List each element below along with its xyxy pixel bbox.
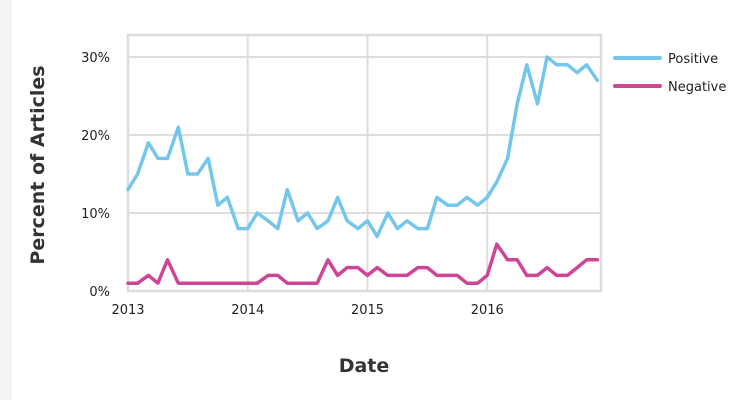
chart-background (12, 0, 747, 400)
x-tick-label: 2014 (231, 303, 264, 318)
x-tick-labels: 2013 2014 2015 2016 (111, 303, 503, 318)
series-layer (126, 55, 600, 285)
series-line-negative (126, 242, 600, 285)
x-tick-label: 2015 (351, 303, 384, 318)
plot-frame (126, 33, 603, 293)
legend-label-negative: Negative (668, 80, 726, 95)
legend-label-positive: Positive (668, 52, 718, 67)
legend: Positive Negative (613, 52, 726, 95)
y-tick-label: 20% (81, 129, 110, 144)
x-tick-label: 2013 (111, 303, 144, 318)
x-axis-title: Date (339, 355, 390, 377)
y-tick-label: 10% (81, 207, 110, 222)
y-tick-label: 30% (81, 51, 110, 66)
series-line-positive (126, 55, 600, 239)
y-axis-title: Percent of Articles (27, 65, 49, 264)
y-tick-labels: 0% 10% 20% 30% (81, 51, 110, 300)
y-tick-label: 0% (89, 285, 110, 300)
x-tick-label: 2016 (471, 303, 504, 318)
